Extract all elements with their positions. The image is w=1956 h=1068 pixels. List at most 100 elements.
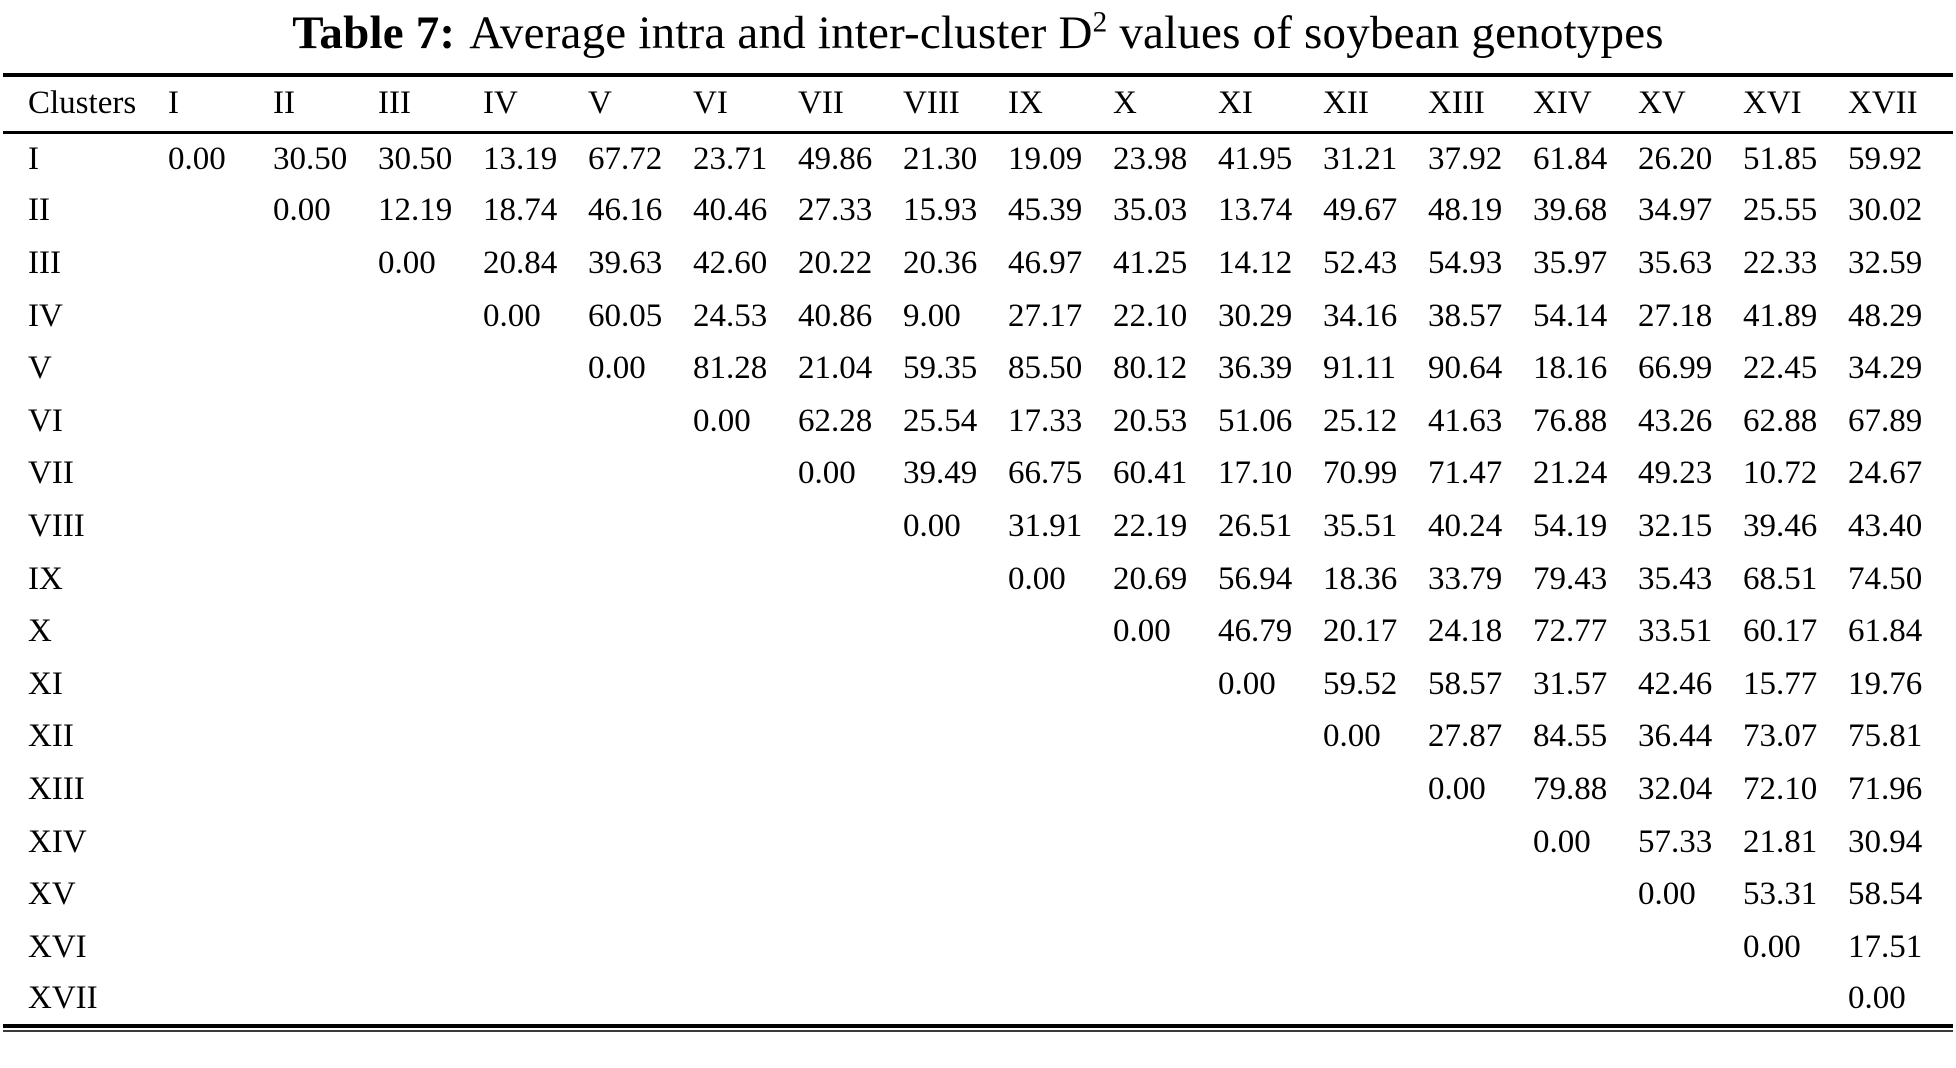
d2-value-cell: 21.30 [903,140,978,177]
d2-value-cell: 43.40 [1848,507,1923,544]
row-label-XIII: XIII [28,770,85,807]
empty-cell [903,921,1008,974]
table-row-V: V 0.00 81.28 21.04 59.35 85.50 80.12 36.39 91.11… [3,342,1953,395]
empty-cell [168,342,273,395]
table-row-XV: XV 0.00 53.31 58.54 [3,868,1953,921]
empty-cell [1008,816,1113,869]
row-label-VI: VI [28,402,63,439]
empty-cell [168,237,273,290]
d2-value-cell: 0.00 [483,297,541,334]
column-header-XI: XI [1218,85,1253,122]
empty-cell [1533,921,1638,974]
table-row-IV: IV 0.00 60.05 24.53 40.86 9.00 27.17 22.10 30.29… [3,290,1953,343]
d2-value-cell: 37.92 [1428,140,1503,177]
d2-value-cell: 53.31 [1743,876,1818,913]
d2-value-cell: 61.84 [1533,140,1608,177]
d2-value-cell: 15.93 [903,192,978,229]
d2-value-cell: 20.17 [1323,613,1398,650]
empty-cell [1008,868,1113,921]
empty-cell [693,553,798,606]
empty-cell [168,553,273,606]
d2-value-cell: 81.28 [693,350,768,387]
d2-value-cell: 20.69 [1113,560,1188,597]
empty-cell [273,868,378,921]
d2-value-cell: 30.29 [1218,297,1293,334]
empty-cell [693,816,798,869]
empty-cell [273,711,378,764]
table-row-III: III 0.00 20.84 39.63 42.60 20.22 20.36 46.97 41.… [3,237,1953,290]
column-header-IX: IX [1008,85,1043,122]
d2-value-cell: 21.24 [1533,455,1608,492]
empty-cell [1743,974,1848,1027]
d2-value-cell: 91.11 [1323,350,1397,387]
empty-cell [483,605,588,658]
d2-value-cell: 62.88 [1743,402,1818,439]
table-row-VII: VII 0.00 39.49 66.75 60.41 17.10 70.99 71.47 21.… [3,448,1953,501]
d2-value-cell: 0.00 [1218,665,1276,702]
d2-value-cell: 59.52 [1323,665,1398,702]
empty-cell [273,658,378,711]
d2-value-cell: 27.17 [1008,297,1083,334]
empty-cell [378,816,483,869]
d2-value-cell: 80.12 [1113,350,1188,387]
empty-cell [378,448,483,501]
d2-value-cell: 56.94 [1218,560,1293,597]
d2-value-cell: 45.39 [1008,192,1083,229]
empty-cell [168,868,273,921]
d2-value-cell: 71.96 [1848,770,1923,807]
empty-cell [378,711,483,764]
empty-cell [693,448,798,501]
d2-value-cell: 42.46 [1638,665,1713,702]
empty-cell [693,605,798,658]
empty-cell [168,395,273,448]
row-label-IV: IV [28,297,63,334]
d2-value-cell: 18.16 [1533,350,1608,387]
table-row-I: I 0.00 30.50 30.50 13.19 67.72 23.71 49.86 21.30… [3,132,1953,185]
d2-value-cell: 15.77 [1743,665,1818,702]
d2-value-cell: 67.72 [588,140,663,177]
empty-cell [483,342,588,395]
empty-cell [798,711,903,764]
d2-value-cell: 19.09 [1008,140,1083,177]
d2-value-cell: 48.29 [1848,297,1923,334]
empty-cell [1008,605,1113,658]
row-label-XI: XI [28,665,63,702]
d2-value-cell: 41.25 [1113,244,1188,281]
d2-value-cell: 20.53 [1113,402,1188,439]
empty-cell [1113,763,1218,816]
d2-value-cell: 0.00 [273,192,331,229]
empty-cell [273,553,378,606]
empty-cell [378,500,483,553]
empty-cell [168,921,273,974]
d2-value-cell: 27.33 [798,192,873,229]
empty-cell [903,974,1008,1027]
d2-value-cell: 66.75 [1008,455,1083,492]
empty-cell [1113,816,1218,869]
table-row-XVII: XVII 0.00 [3,974,1953,1027]
table-caption: Table 7: Average intra and inter-cluster … [0,0,1956,60]
column-header-XV: XV [1638,85,1686,122]
d2-value-cell: 32.59 [1848,244,1923,281]
d2-value-cell: 23.71 [693,140,768,177]
empty-cell [273,974,378,1027]
row-label-XII: XII [28,718,74,755]
empty-cell [273,605,378,658]
d2-value-cell: 46.97 [1008,244,1083,281]
table-body: I 0.00 30.50 30.50 13.19 67.72 23.71 49.86 21.30… [3,132,1953,1026]
empty-cell [378,974,483,1027]
d2-value-cell: 23.98 [1113,140,1188,177]
empty-cell [1008,974,1113,1027]
empty-cell [1428,816,1533,869]
empty-cell [378,763,483,816]
d2-value-cell: 18.74 [483,192,558,229]
d2-value-cell: 48.19 [1428,192,1503,229]
d2-value-cell: 33.79 [1428,560,1503,597]
column-header-II: II [273,85,295,122]
empty-cell [1218,816,1323,869]
empty-cell [903,816,1008,869]
empty-cell [588,395,693,448]
empty-cell [588,868,693,921]
d2-value-cell: 35.03 [1113,192,1188,229]
d2-value-cell: 19.76 [1848,665,1923,702]
empty-cell [693,658,798,711]
